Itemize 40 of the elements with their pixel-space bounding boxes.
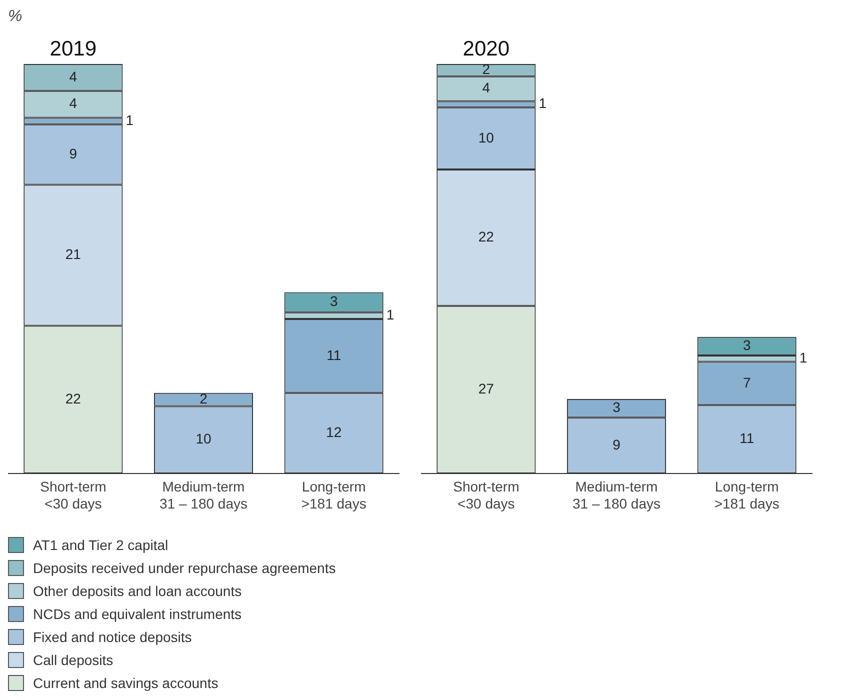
legend-label: Other deposits and loan accounts xyxy=(33,582,242,598)
chart-title: 2020 xyxy=(462,37,510,60)
x-tick-label: Short-term <30 days xyxy=(453,478,520,512)
data-label: 12 xyxy=(326,424,342,440)
data-label: 4 xyxy=(69,68,78,84)
data-label: 27 xyxy=(478,380,494,397)
legend-label: Deposits received under repurchase agreements xyxy=(33,560,336,576)
data-label: 9 xyxy=(69,145,78,162)
data-label: 11 xyxy=(326,346,342,363)
legend-label: NCDs and equivalent instruments xyxy=(33,606,242,622)
data-label: 1 xyxy=(126,112,134,128)
data-label: 10 xyxy=(196,430,212,447)
data-label: 7 xyxy=(742,374,751,390)
legend-label: Current and savings accounts xyxy=(33,674,218,690)
data-label: 22 xyxy=(65,390,82,406)
x-tick-label: Medium-term 31 – 180 days xyxy=(572,478,660,512)
data-label: 3 xyxy=(330,293,338,310)
data-label: 10 xyxy=(478,129,494,146)
x-tick-label: Medium-term 31 – 180 days xyxy=(160,478,248,512)
data-label: 1 xyxy=(386,306,394,323)
data-label: 1 xyxy=(538,95,547,112)
data-label: 3 xyxy=(612,399,621,416)
x-tick-label: Long-term >181 days xyxy=(714,478,780,512)
data-label: 11 xyxy=(740,430,754,446)
x-tick-label: Short-term <30 days xyxy=(40,478,106,512)
x-tick-label: Long-term >181 days xyxy=(301,478,366,512)
legend-label: AT1 and Tier 2 capital xyxy=(33,536,168,552)
data-label: 9 xyxy=(612,436,621,452)
legend-label: Fixed and notice deposits xyxy=(33,628,192,644)
data-label: 2 xyxy=(200,390,208,406)
data-label: 1 xyxy=(799,350,808,366)
chart-title: 2019 xyxy=(50,37,97,60)
y-axis-title: % xyxy=(8,8,24,27)
data-label: 2 xyxy=(482,61,490,78)
data-label: 4 xyxy=(69,95,78,112)
data-label: 3 xyxy=(742,337,751,354)
data-label: 21 xyxy=(65,246,82,262)
legend-label: Call deposits xyxy=(33,652,114,668)
data-label: 4 xyxy=(482,80,490,96)
data-label: 22 xyxy=(478,228,494,245)
